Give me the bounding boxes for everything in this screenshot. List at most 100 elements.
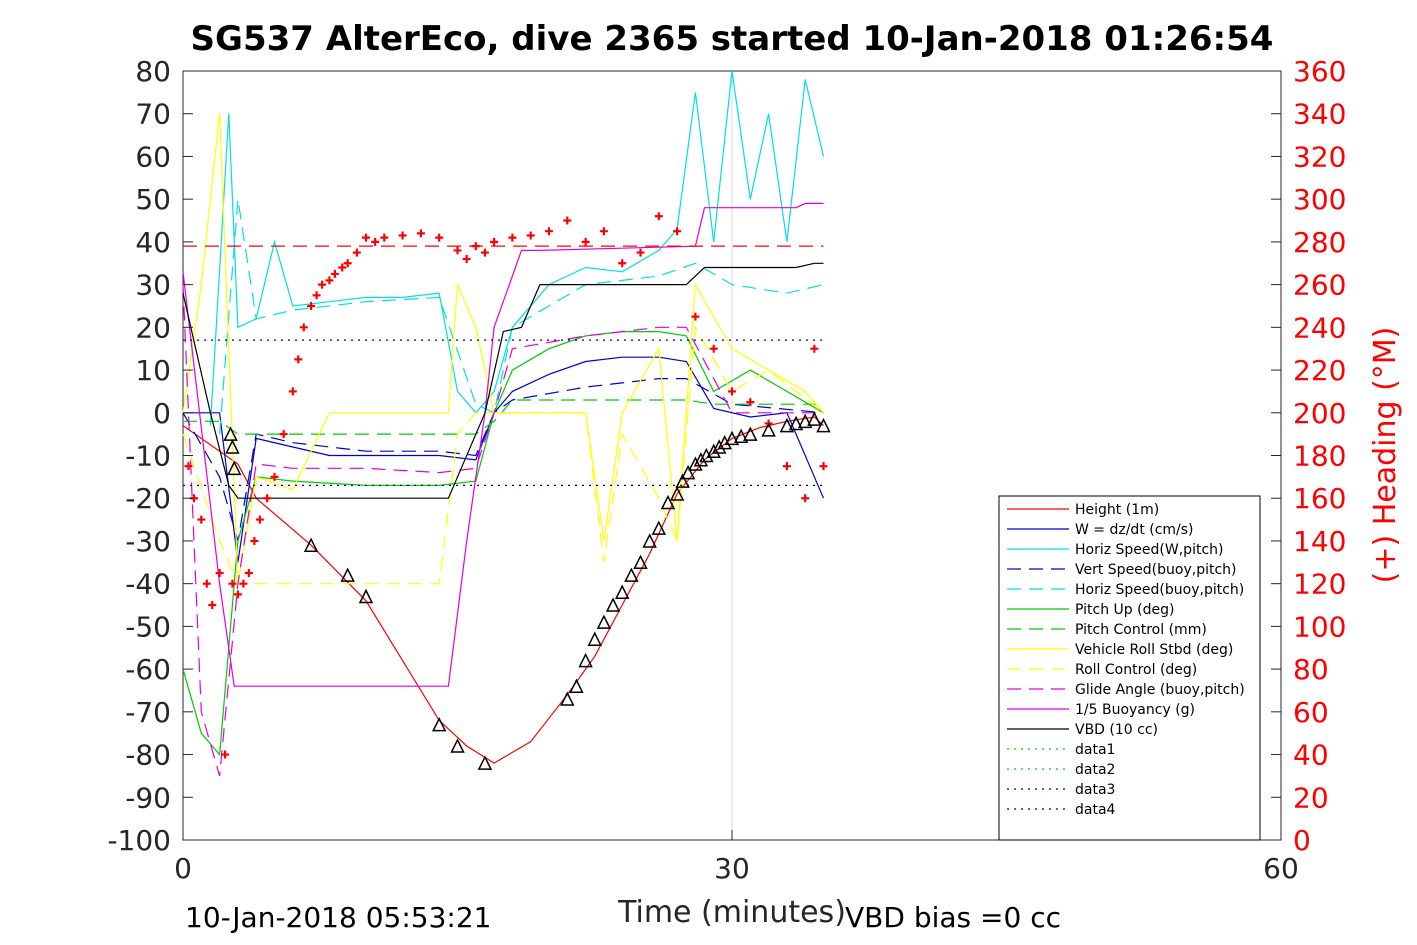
legend-entry-4: Horiz Speed(buoy,pitch) — [1075, 582, 1244, 598]
height-marker — [578, 652, 593, 668]
legend-entry-3: Vert Speed(buoy,pitch) — [1075, 562, 1237, 578]
legend-entry-9: Glide Angle (buoy,pitch) — [1075, 682, 1245, 698]
height-marker — [227, 460, 242, 476]
heading-point — [545, 227, 553, 236]
heading-point — [508, 233, 517, 242]
heading-point — [526, 231, 535, 240]
legend-entry-1: W = dz/dt (cm/s) — [1075, 522, 1194, 538]
height-marker — [711, 439, 727, 454]
y-right-tick-label: 120 — [1293, 568, 1346, 601]
x-axis-label: Time (minutes) — [617, 895, 846, 930]
heading-point — [239, 579, 248, 588]
height-markers — [223, 411, 831, 770]
height-marker — [477, 755, 493, 770]
heading-point — [184, 462, 193, 471]
heading-point — [618, 259, 627, 268]
height-marker — [642, 533, 657, 548]
height-marker — [223, 426, 238, 441]
height-marker — [633, 554, 648, 570]
height-marker — [450, 738, 465, 753]
y-right-tick-label: 180 — [1293, 440, 1346, 473]
heading-point — [782, 462, 791, 471]
y-axis-left: 80 70 60 50 40 30 20 10 0 -10 -20 -30 -40 -50 -60 -70 -8… — [107, 55, 193, 857]
legend-entry-6: Pitch Control (mm) — [1075, 622, 1207, 638]
y-tick-label: 50 — [135, 183, 171, 216]
chart-title: SG537 AlterEco, dive 2365 started 10-Jan… — [191, 19, 1274, 59]
heading-point — [318, 280, 327, 289]
y-tick-label: -80 — [125, 739, 171, 772]
heading-point — [416, 229, 425, 238]
height-marker — [724, 430, 740, 446]
height-marker — [431, 716, 447, 732]
series-line-0 — [182, 416, 824, 764]
y-right-tick-label: 280 — [1293, 226, 1346, 259]
heading-point — [288, 387, 297, 396]
legend-entry-12: data1 — [1075, 742, 1115, 758]
y-tick-label: -40 — [125, 568, 171, 601]
height-marker — [303, 537, 319, 552]
heading-point — [673, 227, 682, 236]
y-tick-label: -90 — [125, 781, 171, 814]
y-right-tick-label: 80 — [1293, 653, 1329, 686]
heading-point — [233, 590, 242, 599]
y-right-tick-label: 40 — [1293, 739, 1329, 772]
heading-point — [380, 233, 389, 242]
legend-entry-0: Height (1m) — [1075, 502, 1159, 518]
y-right-tick-label: 20 — [1293, 781, 1329, 814]
height-marker — [797, 413, 813, 429]
y-tick-label: -100 — [107, 824, 171, 857]
legend-entry-5: Pitch Up (deg) — [1075, 602, 1174, 618]
y-tick-label: 20 — [135, 311, 171, 344]
height-marker — [706, 443, 721, 458]
y-tick-label: 10 — [135, 354, 171, 387]
heading-point — [270, 472, 279, 481]
height-marker — [614, 584, 630, 599]
heading-point — [480, 248, 489, 257]
heading-point — [819, 462, 828, 471]
y-axis-right-label: (+) Heading (°M) — [1368, 327, 1403, 584]
height-marker — [733, 428, 749, 444]
height-marker — [743, 426, 758, 441]
heading-point — [330, 269, 339, 278]
heading-point — [746, 398, 755, 407]
heading-point — [371, 237, 380, 246]
heading-point — [228, 579, 237, 588]
series-line-11 — [182, 262, 824, 499]
heading-point — [654, 212, 663, 221]
legend-entry-11: VBD (10 cc) — [1075, 722, 1158, 738]
y-tick-label: -20 — [125, 482, 171, 515]
height-marker — [605, 597, 621, 612]
heading-point — [197, 515, 206, 524]
height-marker — [688, 456, 703, 471]
y-tick-label: 30 — [135, 269, 171, 302]
y-tick-label: 80 — [135, 55, 171, 88]
y-tick-label: 0 — [153, 397, 171, 430]
height-marker — [779, 417, 795, 433]
height-marker — [675, 473, 690, 488]
y-right-tick-label: 60 — [1293, 696, 1329, 729]
heading-point — [435, 233, 444, 242]
y-right-tick-label: 140 — [1293, 525, 1346, 558]
y-tick-label: -30 — [125, 525, 171, 558]
y-axis-right: 3603403203002802602402202001801601401201… — [1271, 55, 1346, 857]
series-line-7 — [182, 113, 824, 584]
y-tick-label: 40 — [135, 226, 171, 259]
y-tick-label: -50 — [125, 610, 171, 643]
heading-point — [202, 579, 211, 588]
y-right-tick-label: 320 — [1293, 140, 1346, 173]
height-marker — [693, 452, 709, 467]
y-right-tick-label: 160 — [1293, 482, 1346, 515]
y-right-tick-label: 240 — [1293, 311, 1346, 344]
series-line-1 — [183, 356, 825, 563]
heading-point — [462, 254, 471, 263]
heading-point — [221, 750, 230, 759]
heading-point — [563, 216, 572, 225]
y-tick-label: 60 — [135, 140, 171, 173]
series-line-8 — [182, 325, 824, 585]
y-right-tick-label: 220 — [1293, 354, 1346, 387]
y-right-tick-label: 0 — [1293, 824, 1311, 857]
heading-point — [728, 387, 736, 396]
height-marker — [788, 415, 804, 431]
x-tick-label: 60 — [1263, 852, 1299, 885]
height-marker — [807, 411, 822, 426]
